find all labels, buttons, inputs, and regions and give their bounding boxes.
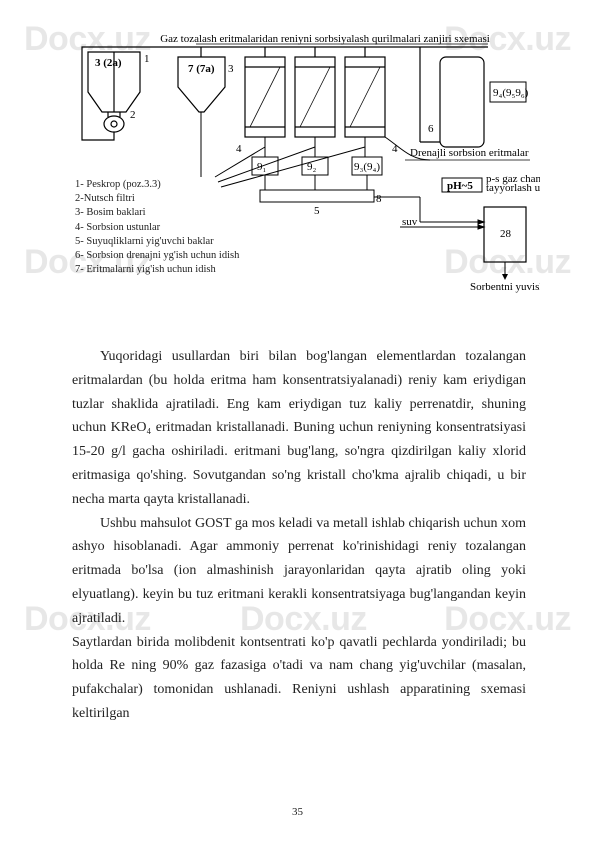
legend-item: 1- Peskrop (poz.3.3) <box>75 178 239 192</box>
label-suv: suv <box>402 216 418 228</box>
sorption-columns <box>245 47 385 137</box>
legend-item: 6- Sorbsion drenajni yg'ish uchun idish <box>75 249 239 263</box>
label-7-7a: 7 (7a) <box>188 63 215 75</box>
legend-item: 3- Bosim baklari <box>75 206 239 220</box>
legend-item: 4- Sorbsion ustunlar <box>75 221 239 235</box>
label-3: 3 <box>228 63 234 75</box>
figure-legend: 1- Peskrop (poz.3.3) 2-Nutsch filtri 3- … <box>75 178 239 277</box>
label-psgaz: p-s gaz changini tayyorlash uchun <box>486 173 540 194</box>
label-sorb: Sorbentni yuvish <box>470 281 540 293</box>
label-8: 8 <box>376 193 382 205</box>
label-6: 6 <box>428 123 434 135</box>
paragraph: Ushbu mahsulot GOST ga mos keladi va met… <box>72 512 526 631</box>
label-3-2a: 3 (2a) <box>95 57 122 69</box>
label-94: 9₄(9₅9₆) <box>493 87 529 99</box>
label-28: 28 <box>500 228 512 240</box>
legend-item: 2-Nutsch filtri <box>75 192 239 206</box>
label-93: 9₃(9₄) <box>354 161 380 173</box>
label-91: 9₁ <box>257 161 267 173</box>
funnel-7 <box>178 47 225 112</box>
label-5: 5 <box>314 205 320 217</box>
label-1: 1 <box>144 53 150 65</box>
page-number: 35 <box>0 806 595 818</box>
figure-title: Gaz tozalash eritmalaridan reniyni sorbs… <box>160 33 490 45</box>
body-text: Yuqoridagi usullardan biri bilan bog'lan… <box>72 345 526 726</box>
label-2: 2 <box>130 109 136 121</box>
label-ph: pH~5 <box>447 180 473 192</box>
legend-item: 5- Suyuqliklarni yig'uvchi baklar <box>75 235 239 249</box>
label-4l: 4 <box>236 143 242 155</box>
label-dren: Drenajli sorbsion eritmalar <box>410 147 529 159</box>
legend-item: 7- Eritmalarni yig'ish uchun idish <box>75 263 239 277</box>
paragraph: Saytlardan birida molibdenit kontsentrat… <box>72 631 526 726</box>
label-92: 9₂ <box>307 161 317 173</box>
paragraph: Yuqoridagi usullardan biri bilan bog'lan… <box>72 345 526 512</box>
